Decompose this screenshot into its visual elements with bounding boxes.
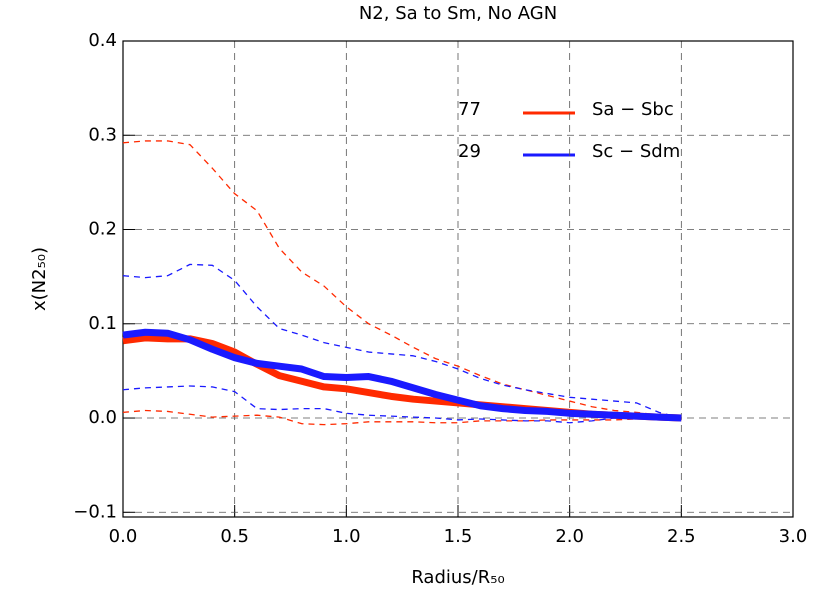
series-line (122, 409, 682, 426)
x-tick-label: 1.0 (332, 526, 361, 547)
x-tick-label: 0.5 (220, 526, 249, 547)
x-tick-label: 3.0 (779, 526, 808, 547)
legend-label: Sa − Sbc (592, 99, 674, 120)
legend-label: Sc − Sdm (592, 141, 680, 162)
y-tick-label: 0.1 (88, 313, 117, 334)
x-tick-label: 1.5 (444, 526, 473, 547)
y-tick-label: 0.4 (88, 30, 117, 51)
legend-count: 77 (458, 99, 481, 120)
y-tick-label: −0.1 (73, 501, 117, 522)
x-axis-label: Radius/R₅₀ (411, 567, 504, 588)
chart-title: N2, Sa to Sm, No AGN (359, 3, 557, 24)
y-tick-label: 0.0 (88, 407, 117, 428)
legend-count: 29 (458, 141, 481, 162)
series-line (122, 328, 682, 422)
series-line (122, 140, 682, 419)
series-line (122, 263, 682, 419)
x-tick-label: 0.0 (109, 526, 138, 547)
series-line (122, 385, 682, 424)
plot-frame (122, 40, 794, 518)
y-tick-label: 0.3 (88, 124, 117, 145)
x-tick-label: 2.0 (555, 526, 584, 547)
y-tick-label: 0.2 (88, 219, 117, 240)
x-tick-label: 2.5 (667, 526, 696, 547)
y-axis-label: x(N2₅₀) (29, 247, 50, 311)
